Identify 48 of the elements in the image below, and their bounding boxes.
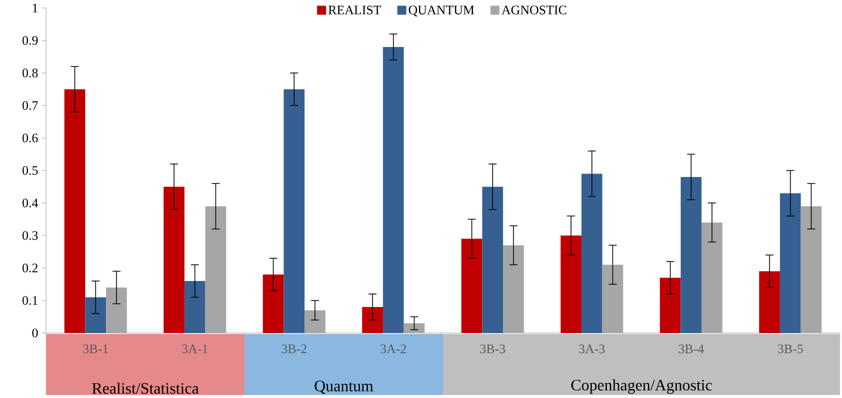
text: Quantum bbox=[314, 380, 374, 394]
bar bbox=[800, 206, 822, 333]
y-tick-label: 0.4 bbox=[22, 198, 38, 208]
x-tick-label: 3A-2 bbox=[380, 344, 406, 354]
bar bbox=[164, 186, 184, 333]
bar bbox=[702, 222, 722, 333]
legend-label: QUANTUM bbox=[408, 6, 474, 16]
text: Copenhagen/Agnostic bbox=[571, 379, 712, 394]
bar bbox=[482, 186, 504, 333]
bar bbox=[284, 89, 305, 333]
x-tick-label: 3A-3 bbox=[579, 344, 605, 354]
bar bbox=[404, 323, 425, 333]
bar bbox=[85, 297, 106, 333]
bar bbox=[660, 278, 681, 333]
y-tick-label: 0.1 bbox=[22, 296, 38, 305]
bar bbox=[382, 46, 404, 333]
bar bbox=[560, 236, 582, 333]
bar bbox=[503, 245, 524, 333]
bar bbox=[581, 174, 602, 333]
bar bbox=[262, 274, 284, 333]
y-tick-label: 0.5 bbox=[22, 166, 38, 175]
x-tick-label: 3B-2 bbox=[282, 344, 306, 354]
bar bbox=[680, 177, 702, 333]
x-tick-label: 3B-1 bbox=[83, 344, 108, 354]
bar bbox=[461, 238, 482, 333]
y-tick-label: 0.8 bbox=[22, 68, 38, 78]
y-tick-label: 0.7 bbox=[22, 101, 38, 110]
legend-label: REALIST bbox=[328, 6, 382, 14]
y-tick-label: 1 bbox=[32, 4, 38, 12]
bar bbox=[205, 206, 226, 333]
x-tick-label: 3B-5 bbox=[778, 344, 803, 354]
y-tick-label: 0.6 bbox=[22, 134, 38, 142]
x-tick-label: 3A-1 bbox=[182, 344, 208, 354]
bar bbox=[759, 271, 780, 333]
bar bbox=[602, 264, 624, 333]
y-tick-label: 0.2 bbox=[22, 264, 38, 272]
text: Realist/Statistica bbox=[92, 382, 199, 394]
bar bbox=[64, 89, 86, 333]
y-tick-label: 0.3 bbox=[22, 231, 38, 240]
bar bbox=[304, 310, 326, 333]
y-tick-label: 0.9 bbox=[22, 36, 38, 45]
bar bbox=[106, 288, 127, 333]
x-tick-label: 3B-4 bbox=[678, 344, 704, 354]
bar bbox=[780, 193, 801, 333]
y-tick-label: 0 bbox=[32, 328, 38, 338]
bar bbox=[184, 281, 206, 333]
legend-label: AGNOSTIC bbox=[502, 6, 566, 14]
x-tick-label: 3B-3 bbox=[480, 344, 506, 354]
